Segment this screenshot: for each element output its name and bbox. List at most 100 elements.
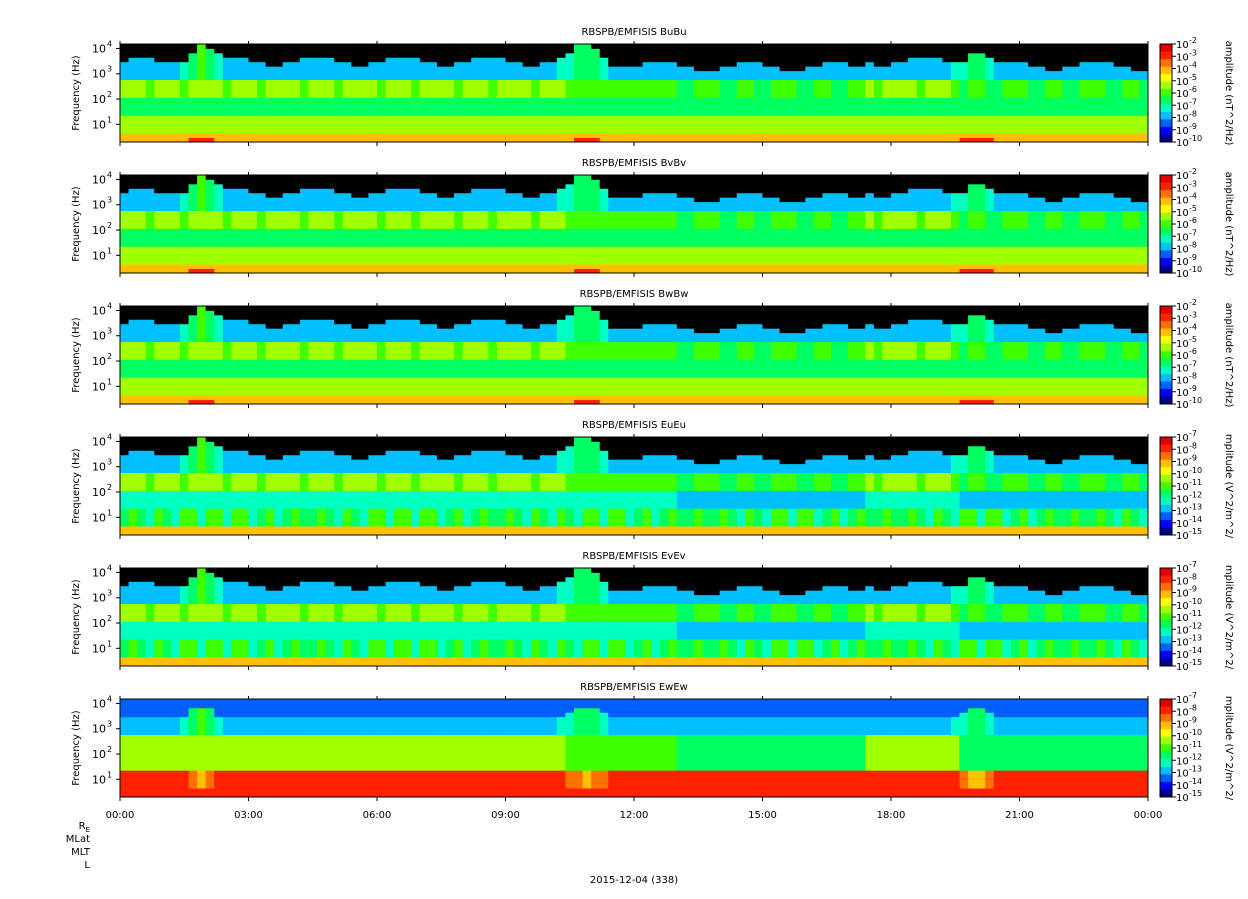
heatmap-cell xyxy=(162,219,172,225)
heatmap-cell xyxy=(1113,115,1123,121)
heatmap-cell xyxy=(402,101,412,107)
heatmap-cell xyxy=(1053,57,1063,63)
heatmap-cell xyxy=(634,228,643,234)
heatmap-cell xyxy=(1105,44,1115,49)
heatmap-cell xyxy=(471,128,481,134)
heatmap-cell xyxy=(839,188,849,194)
heatmap-cell xyxy=(436,110,446,116)
heatmap-cell xyxy=(162,232,172,238)
heatmap-cell xyxy=(813,179,823,185)
heatmap-cell xyxy=(479,215,489,220)
heatmap-cell xyxy=(214,75,224,81)
heatmap-cell xyxy=(882,61,892,67)
heatmap-cell xyxy=(565,124,575,130)
heatmap-cell xyxy=(359,241,369,247)
heatmap-cell xyxy=(1139,124,1149,130)
heatmap-cell xyxy=(248,93,258,98)
heatmap-cell xyxy=(351,206,361,212)
heatmap-cell xyxy=(479,88,489,94)
heatmap-cell xyxy=(882,97,892,103)
heatmap-cell xyxy=(454,264,464,269)
heatmap-cell xyxy=(959,75,969,81)
heatmap-cell xyxy=(402,224,412,229)
heatmap-cell xyxy=(582,79,592,85)
heatmap-cell xyxy=(873,241,883,247)
heatmap-cell xyxy=(479,188,489,194)
heatmap-cell xyxy=(137,106,147,112)
heatmap-cell xyxy=(591,124,601,130)
heatmap-cell xyxy=(771,232,781,238)
heatmap-cell xyxy=(411,70,421,76)
heatmap-cell xyxy=(1019,84,1029,89)
heatmap-cell xyxy=(436,219,446,225)
heatmap-cell xyxy=(205,246,215,252)
heatmap-cell xyxy=(334,179,344,185)
heatmap-cell xyxy=(831,175,840,180)
heatmap-cell xyxy=(839,137,849,143)
heatmap-cell xyxy=(548,183,558,189)
heatmap-cell xyxy=(436,179,446,185)
heatmap-cell xyxy=(642,188,652,194)
heatmap-cell xyxy=(377,119,386,125)
heatmap-cell xyxy=(608,250,618,256)
heatmap-cell xyxy=(505,237,515,243)
heatmap-cell xyxy=(702,124,712,130)
heatmap-cell xyxy=(634,183,643,189)
heatmap-cell xyxy=(565,197,575,203)
heatmap-cell xyxy=(197,93,207,98)
heatmap-cell xyxy=(548,192,558,198)
heatmap-cell xyxy=(179,219,189,225)
heatmap-cell xyxy=(377,66,386,72)
heatmap-cell xyxy=(496,264,506,269)
heatmap-cell xyxy=(908,246,918,252)
heatmap-cell xyxy=(419,259,429,265)
heatmap-cell xyxy=(608,88,618,94)
heatmap-cell xyxy=(162,188,172,194)
heatmap-cell xyxy=(676,124,686,130)
heatmap-cell xyxy=(454,246,464,252)
heatmap-cell xyxy=(548,137,558,143)
heatmap-cell xyxy=(479,124,489,130)
heatmap-cell xyxy=(565,97,575,103)
heatmap-cell xyxy=(265,183,275,189)
heatmap-cell xyxy=(676,119,686,125)
heatmap-cell xyxy=(968,75,978,81)
heatmap-cell xyxy=(719,197,729,203)
heatmap-cell xyxy=(342,101,352,107)
heatmap-cell xyxy=(1088,93,1097,98)
heatmap-cell xyxy=(385,255,395,261)
heatmap-cell xyxy=(959,192,969,198)
heatmap-cell xyxy=(651,179,661,185)
heatmap-cell xyxy=(265,179,275,185)
heatmap-cell xyxy=(968,259,978,265)
heatmap-cell xyxy=(908,106,918,112)
heatmap-cell xyxy=(539,201,549,207)
heatmap-cell xyxy=(711,101,721,107)
heatmap-cell xyxy=(479,101,489,107)
heatmap-cell xyxy=(282,88,292,94)
heatmap-cell xyxy=(642,115,652,121)
heatmap-cell xyxy=(574,101,583,107)
heatmap-cell xyxy=(950,70,960,76)
heatmap-cell xyxy=(162,101,172,107)
heatmap-cell xyxy=(411,268,421,274)
heatmap-cell xyxy=(651,115,661,121)
heatmap-cell xyxy=(162,48,172,54)
heatmap-cell xyxy=(265,88,275,94)
heatmap-cell xyxy=(985,115,995,121)
heatmap-cell xyxy=(616,268,626,274)
heatmap-cell xyxy=(120,188,129,194)
heatmap-cell xyxy=(351,137,361,143)
heatmap-cell xyxy=(916,106,926,112)
heatmap-cell xyxy=(582,206,592,212)
heatmap-cell xyxy=(822,70,832,76)
heatmap-cell xyxy=(308,52,318,58)
heatmap-cell xyxy=(419,48,429,54)
heatmap-cell xyxy=(608,192,618,198)
heatmap-cell xyxy=(779,57,789,63)
heatmap-cell xyxy=(908,79,918,85)
heatmap-cell xyxy=(454,188,464,194)
heatmap-cell xyxy=(265,124,275,130)
heatmap-cell xyxy=(676,128,686,134)
heatmap-cell xyxy=(154,232,164,238)
